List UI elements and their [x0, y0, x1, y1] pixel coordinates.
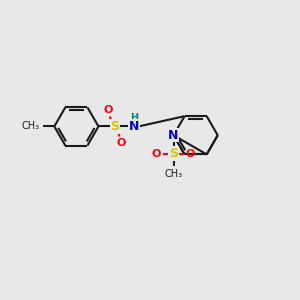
Text: H: H: [130, 113, 138, 123]
Text: O: O: [103, 105, 113, 115]
Text: O: O: [152, 148, 161, 158]
Text: CH₃: CH₃: [22, 122, 40, 131]
Text: N: N: [168, 129, 179, 142]
Text: CH₃: CH₃: [164, 169, 183, 179]
Text: N: N: [129, 120, 139, 133]
Text: S: S: [110, 120, 119, 133]
Text: O: O: [186, 148, 195, 158]
Text: O: O: [116, 138, 126, 148]
Text: S: S: [169, 147, 178, 160]
